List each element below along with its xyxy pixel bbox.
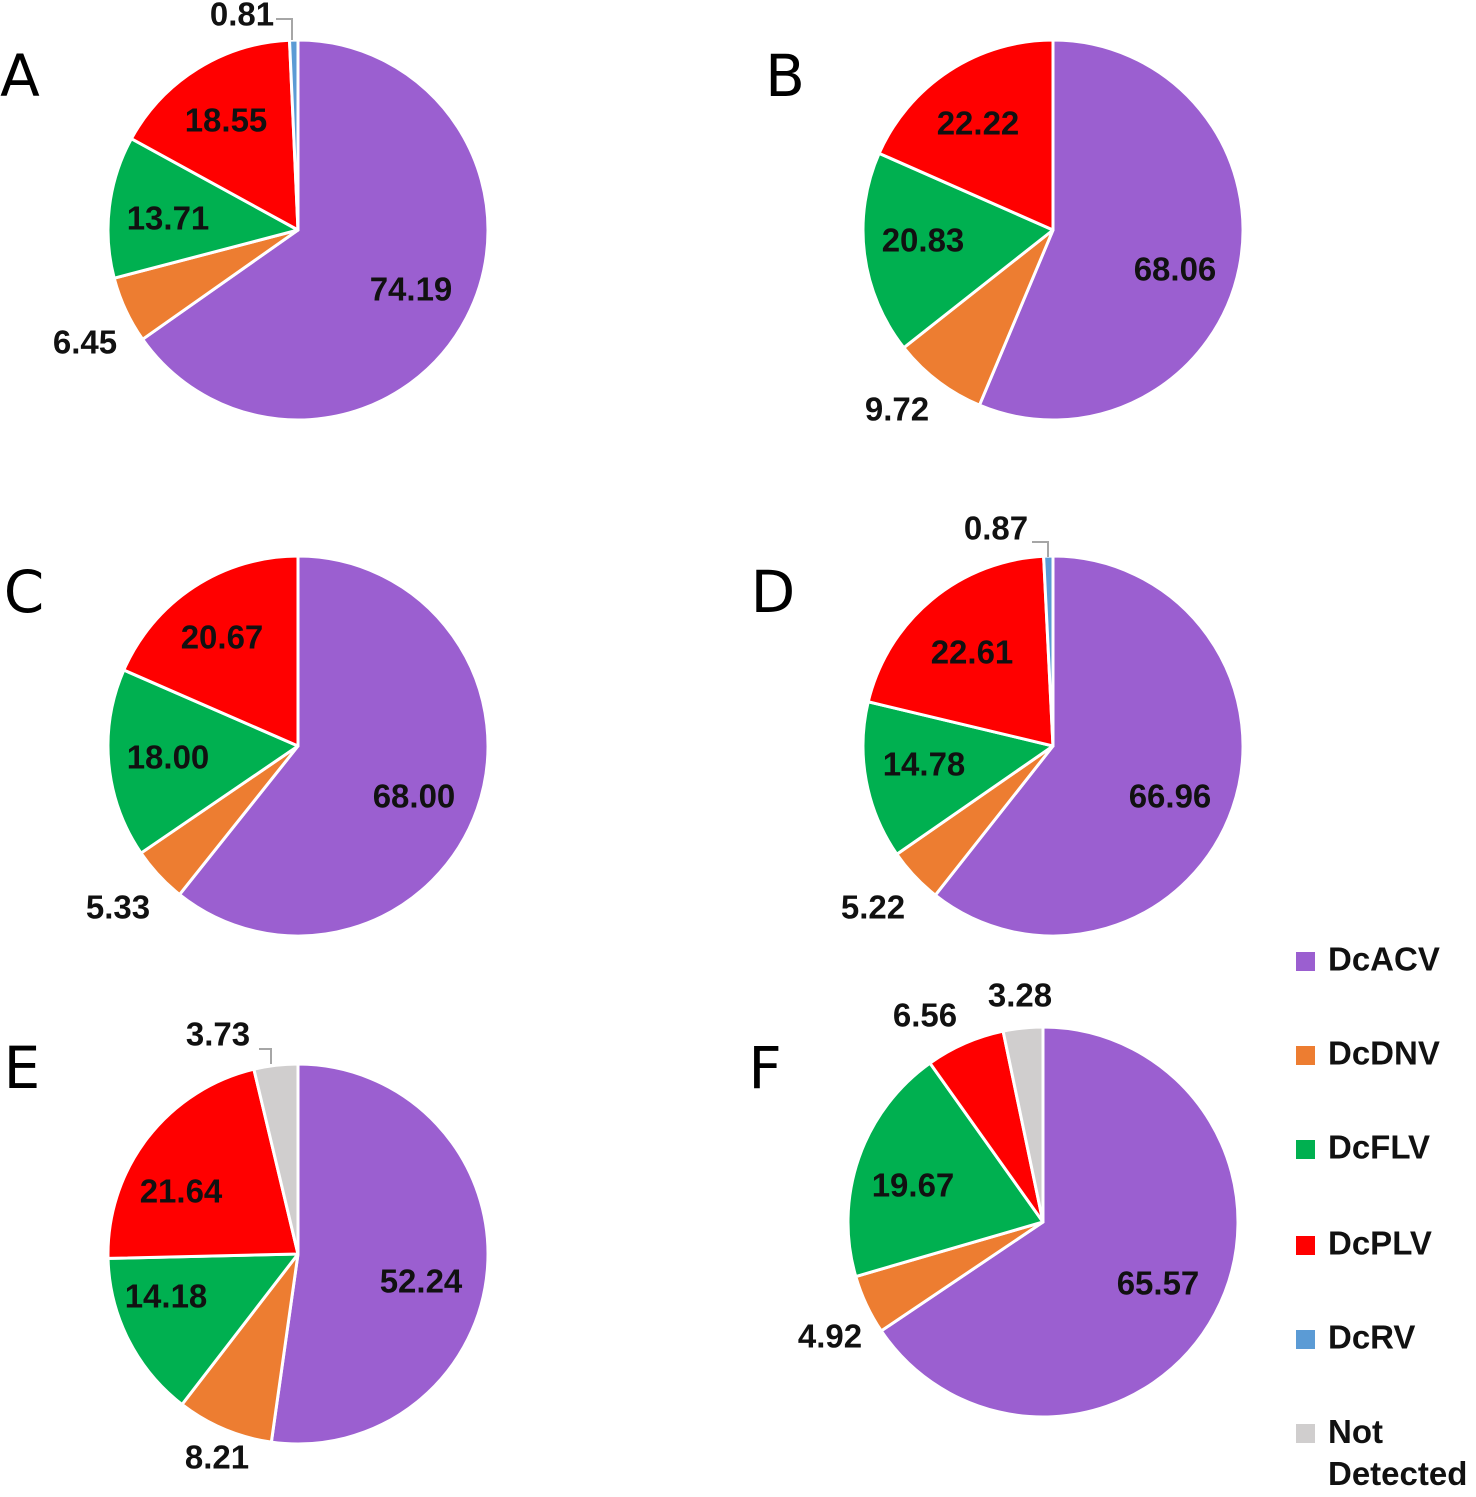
panel-letter-f: F (748, 1034, 781, 1102)
pie-a-slice-dcplv (129, 38, 300, 232)
pie-a-label-dcacv: 74.19 (370, 271, 453, 308)
pie-a-slice-dcacv (141, 38, 490, 422)
pie-e-label-not-detected: 3.73 (186, 1016, 250, 1053)
panel-letter-a: A (0, 42, 40, 110)
pie-a-leader-line (276, 18, 293, 40)
legend-swatch-dcflv (1296, 1140, 1315, 1159)
pie-e-label-dcplv: 21.64 (140, 1173, 223, 1210)
pie-e-label-dcacv: 52.24 (380, 1263, 463, 1300)
legend-swatch-dcdnv (1296, 1046, 1315, 1065)
pie-a-label-dcplv: 18.55 (185, 102, 268, 139)
legend-item-dcdnv: DcDNV (1296, 1035, 1440, 1072)
pie-e-slice-dcdnv (180, 1252, 300, 1444)
pie-e-slice-dcplv (106, 1067, 300, 1260)
pie-f-slice-not-detected (1001, 1025, 1045, 1224)
pie-b-slice-dcplv (877, 38, 1055, 232)
pie-c-label-dcflv: 18.00 (127, 739, 210, 776)
pie-f-label-dcflv: 19.67 (872, 1167, 955, 1204)
pie-f-slice-dcacv (879, 1025, 1240, 1419)
pie-panel-f: F 65.57 4.92 19.67 6.56 3.28 (748, 977, 1240, 1419)
pie-d-label-dcflv: 14.78 (883, 746, 966, 783)
legend-label-nd: Not Detected (1328, 1413, 1467, 1492)
pie-a-label-dcdnv: 6.45 (53, 324, 117, 361)
legend-swatch-dcrv (1296, 1330, 1315, 1349)
pie-b-slice-dcflv (861, 151, 1055, 350)
pie-d-slice-dcacv (933, 554, 1245, 938)
legend-item-nd: Not Detected (1296, 1413, 1467, 1492)
pie-d-slice-dcplv (866, 554, 1055, 748)
legend-item-dcacv: DcACV (1296, 941, 1440, 978)
pie-c-label-dcacv: 68.00 (373, 778, 456, 815)
legend: DcACV DcDNV DcFLV DcPLV DcRV Not Detected (1296, 941, 1467, 1492)
pie-panel-a: A 74.19 6.45 13.71 18.55 0.81 (0, 0, 490, 422)
legend-item-dcplv: DcPLV (1296, 1225, 1432, 1262)
legend-swatch-dcplv (1296, 1236, 1315, 1255)
pie-e-slice-dcflv (106, 1252, 300, 1406)
pie-d-leader-line (1032, 541, 1049, 557)
pie-b-slice-dcdnv (902, 228, 1055, 407)
pie-b-label-dcacv: 68.06 (1134, 251, 1217, 288)
pie-panel-b: B 68.06 9.72 20.83 22.22 (765, 38, 1245, 428)
pie-charts: A 74.19 6.45 13.71 18.55 0.81 B 68.06 9.72 20.83 2… (0, 0, 1245, 1476)
pie-f-slice-dcflv (846, 1061, 1045, 1279)
legend-swatch-dcacv (1296, 952, 1315, 971)
pie-d-label-dcrv: 0.87 (964, 510, 1028, 547)
legend-label-dcplv: DcPLV (1328, 1225, 1432, 1262)
pie-e-label-dcflv: 14.18 (125, 1278, 208, 1315)
pie-c-slice-dcflv (106, 668, 300, 855)
legend-item-dcrv: DcRV (1296, 1319, 1415, 1356)
pie-d-label-dcacv: 66.96 (1129, 778, 1212, 815)
panel-letter-b: B (765, 42, 805, 110)
panel-letter-e: E (4, 1034, 41, 1102)
pie-e-slice-not-detected (252, 1062, 300, 1256)
legend-label-dcrv: DcRV (1328, 1319, 1415, 1356)
pie-e-slice-dcacv (269, 1062, 490, 1446)
pie-a-slice-dcrv (288, 38, 300, 232)
pie-c-label-dcdnv: 5.33 (86, 889, 150, 926)
pie-d-slice-dcflv (861, 700, 1055, 856)
pie-d-label-dcplv: 22.61 (931, 634, 1014, 671)
pie-d-label-dcdnv: 5.22 (841, 889, 905, 926)
panel-letter-d: D (751, 558, 796, 626)
pie-b-label-dcplv: 22.22 (937, 105, 1020, 142)
legend-label-dcdnv: DcDNV (1328, 1035, 1440, 1072)
pie-b-label-dcflv: 20.83 (882, 222, 965, 259)
pie-e-label-dcdnv: 8.21 (185, 1439, 249, 1476)
pie-b-label-dcdnv: 9.72 (865, 391, 929, 428)
pie-a-label-dcflv: 13.71 (127, 200, 210, 237)
pie-a-slice-dcflv (106, 137, 300, 280)
pie-panel-c: C 68.00 5.33 18.00 20.67 (4, 554, 490, 938)
legend-label-dcacv: DcACV (1328, 941, 1440, 978)
pie-f-label-not-detected: 3.28 (988, 977, 1052, 1014)
pie-b-slice-dcacv (977, 38, 1245, 422)
pie-f-label-dcacv: 65.57 (1117, 1265, 1200, 1302)
pie-c-slice-dcacv (178, 554, 490, 938)
legend-label-dcflv: DcFLV (1328, 1129, 1430, 1166)
pie-c-slice-dcplv (122, 554, 300, 748)
pie-f-label-dcdnv: 4.92 (798, 1318, 862, 1355)
panel-letter-c: C (4, 558, 45, 626)
pie-f-label-dcplv: 6.56 (893, 997, 957, 1034)
pie-e-leader-line (259, 1048, 272, 1064)
pie-panel-e: E 52.24 8.21 14.18 21.64 3.73 (4, 1016, 490, 1476)
pie-panel-d: D 66.96 5.22 14.78 22.61 0.87 (751, 510, 1245, 938)
pie-c-label-dcplv: 20.67 (181, 619, 264, 656)
legend-swatch-nd (1296, 1424, 1315, 1443)
legend-item-dcflv: DcFLV (1296, 1129, 1430, 1166)
pie-a-label-dcrv: 0.81 (210, 0, 274, 33)
